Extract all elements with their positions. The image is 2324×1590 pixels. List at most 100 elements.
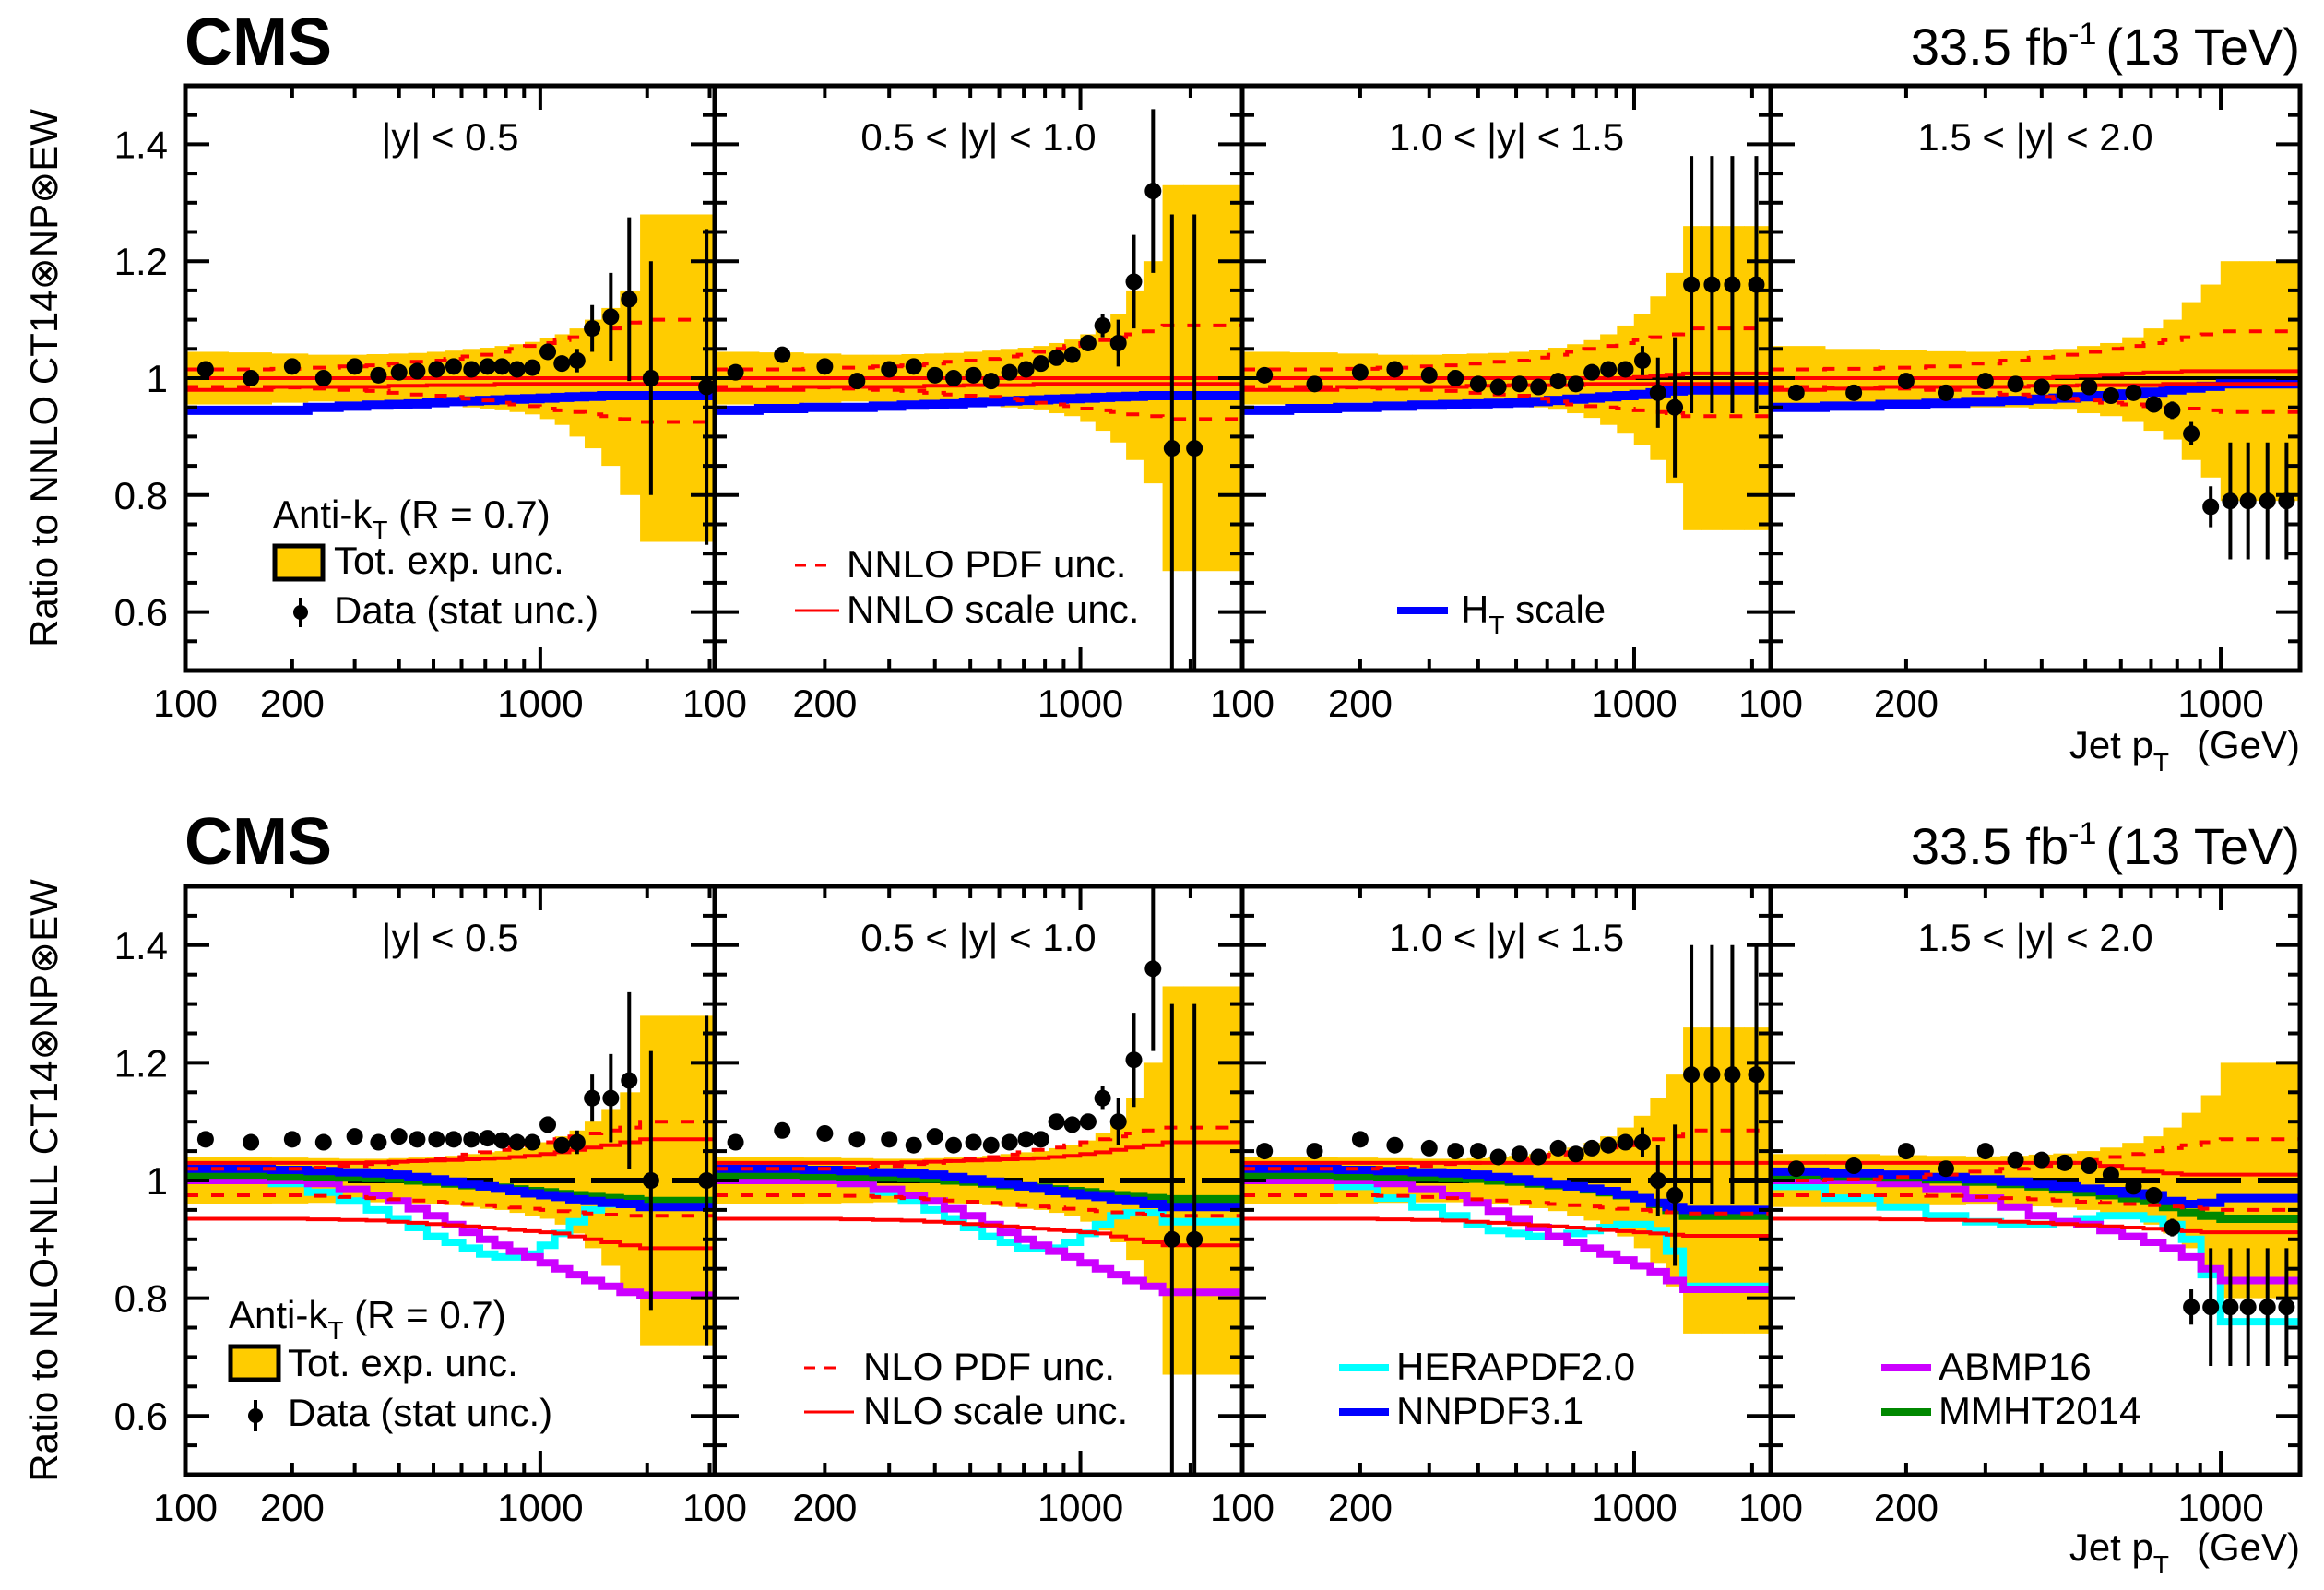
- data-point: [621, 1072, 638, 1089]
- data-point: [1125, 273, 1143, 291]
- data-point: [1079, 1113, 1097, 1131]
- data-point: [1787, 384, 1805, 401]
- panel-top-2: 100 200 1000 0.5 < |y| < 1.0: [682, 83, 1245, 725]
- panel-plot-area: [1242, 156, 1771, 530]
- nnpdf31-line: [715, 1164, 1242, 1212]
- data-point: [1567, 375, 1584, 393]
- scale-unc-up-line: [1771, 369, 2300, 380]
- data-point: [1649, 1172, 1666, 1189]
- legend-data-marker: [248, 1408, 263, 1423]
- abmp16-line: [185, 1177, 715, 1299]
- data-point: [283, 1131, 301, 1148]
- data-point: [1489, 1148, 1507, 1166]
- data-point: [1897, 1143, 1915, 1160]
- data-point: [1633, 1133, 1651, 1151]
- data-point: [1549, 1139, 1567, 1157]
- x-tick-label: 1000: [497, 682, 583, 725]
- data-point: [1186, 440, 1204, 457]
- abmp16-line: [715, 1177, 1242, 1297]
- data-point: [2259, 1299, 2276, 1316]
- data-point: [965, 1133, 982, 1151]
- lumi-value: 33.5 fb: [1911, 18, 2069, 76]
- legend-band-swatch: [272, 543, 326, 582]
- data-point: [1017, 361, 1035, 378]
- data-point: [568, 351, 586, 369]
- data-point: [905, 358, 922, 375]
- data-point: [2007, 375, 2024, 393]
- pdf-unc-down-line: [185, 1193, 715, 1218]
- data-point: [2145, 1186, 2163, 1204]
- y-tick-label: 0.8: [114, 1277, 168, 1321]
- legend-ht-label: HT scale: [1461, 587, 1606, 639]
- data-point: [2056, 384, 2073, 401]
- herapdf-line: [1771, 1182, 2300, 1326]
- data-point: [2164, 401, 2181, 419]
- data-point: [2145, 396, 2163, 413]
- data-point: [314, 370, 332, 386]
- ht-scale-line: [1771, 379, 2300, 412]
- panel-bottom-1: 100 200 1000 |y| < 0.5: [153, 884, 717, 1529]
- data-point: [1447, 370, 1464, 386]
- data-point: [1048, 1113, 1065, 1131]
- x-tick-label: 1000: [2177, 1486, 2263, 1529]
- pdf-unc-up-line: [715, 323, 1242, 372]
- data-point: [602, 1089, 620, 1107]
- data-point: [314, 1133, 332, 1151]
- x-tick-label: 100: [682, 1486, 747, 1529]
- legend-hera-label: HERAPDF2.0: [1396, 1345, 1635, 1388]
- data-point: [2239, 1299, 2257, 1316]
- data-point: [982, 373, 1000, 390]
- data-point: [553, 355, 571, 373]
- lumi-exp: -1: [2069, 816, 2096, 851]
- data-point: [1703, 1066, 1721, 1084]
- data-point: [945, 1136, 963, 1154]
- data-point: [1420, 1139, 1438, 1157]
- data-point: [642, 370, 659, 386]
- data-point: [1845, 384, 1863, 401]
- y-axis-title-top: Ratio to NNLO CT14⊗NP⊗EW: [22, 109, 65, 647]
- data-point: [1063, 346, 1081, 363]
- x-tick-label: 1000: [2177, 682, 2263, 725]
- legend-pdf-label: NLO PDF unc.: [863, 1345, 1115, 1388]
- data-point: [196, 1131, 214, 1148]
- data-point: [2056, 1154, 2073, 1171]
- data-point: [774, 346, 791, 363]
- data-point: [1530, 378, 1547, 396]
- lumi-label-bottom: 33.5 fb-1 (13 TeV): [1911, 816, 2300, 875]
- data-point: [508, 1133, 526, 1151]
- data-point: [346, 1128, 363, 1145]
- legend-jet-algo: Anti-kT (R = 0.7): [229, 1293, 506, 1345]
- data-point: [463, 361, 480, 378]
- data-point: [2259, 492, 2276, 510]
- data-point: [1600, 1136, 1618, 1154]
- data-point: [1617, 361, 1634, 378]
- x-tick-label: 1000: [1591, 1486, 1677, 1529]
- data-point: [1001, 363, 1018, 381]
- data-point: [2033, 1151, 2050, 1169]
- x-tick-label: 100: [153, 1486, 218, 1529]
- y-tick-label: 0.6: [114, 591, 168, 635]
- panel-rapidity-label: 1.5 < |y| < 2.0: [1917, 916, 2152, 959]
- data-point: [1489, 378, 1507, 396]
- data-point: [1937, 384, 1954, 401]
- data-point: [1469, 1143, 1487, 1160]
- data-point: [727, 1133, 744, 1151]
- data-point: [1386, 361, 1404, 378]
- data-point: [540, 343, 557, 361]
- data-point: [346, 358, 363, 375]
- panel-bottom-3: 100 200 1000 1.0 < |y| < 1.5: [1210, 884, 1773, 1529]
- data-point: [1583, 363, 1601, 381]
- x-tick-label: 1000: [1038, 1486, 1123, 1529]
- data-point: [1125, 1051, 1143, 1069]
- data-point: [584, 320, 601, 338]
- x-tick-label: 100: [1738, 682, 1803, 725]
- data-point: [1163, 1230, 1180, 1248]
- data-point: [283, 358, 301, 375]
- pdf-unc-down-line: [185, 385, 715, 424]
- y-tick-label: 1.4: [114, 924, 168, 967]
- data-point: [2183, 1299, 2200, 1316]
- data-point: [243, 370, 260, 386]
- panel-bottom-4: 100 200 1000 1.5 < |y| < 2.0: [1738, 884, 2303, 1529]
- data-point: [1976, 373, 1994, 390]
